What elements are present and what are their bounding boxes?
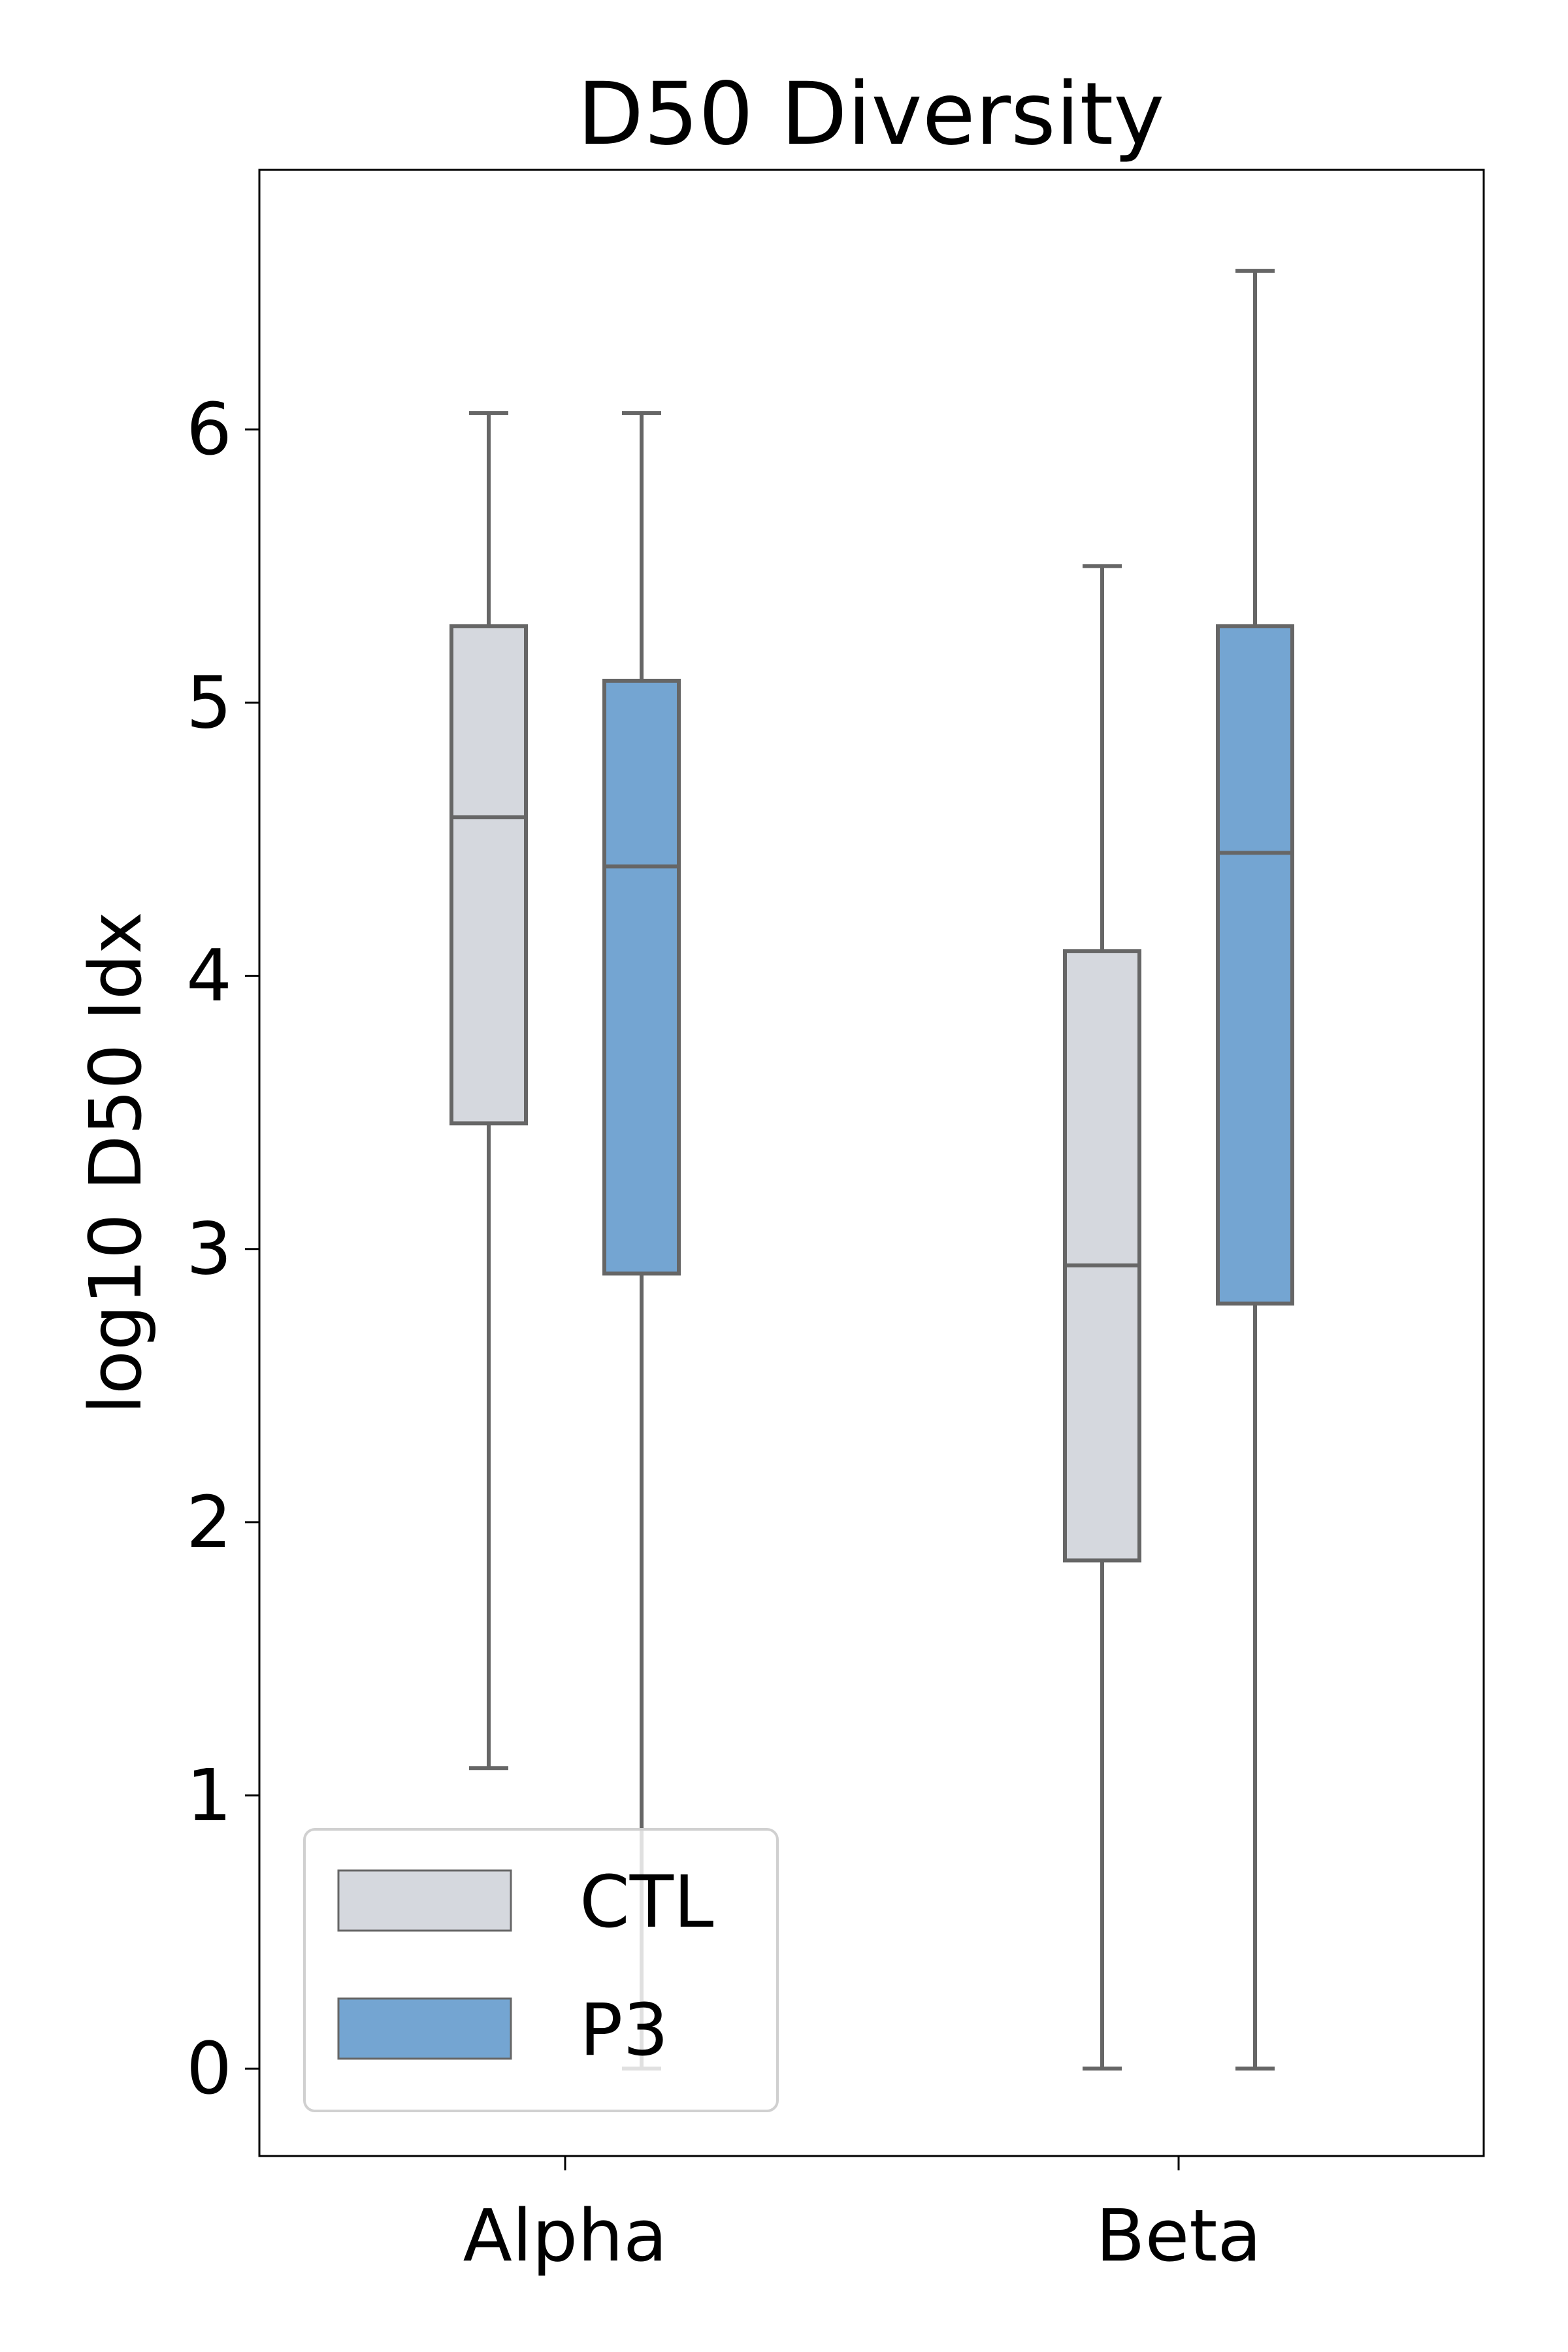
box-p3-alpha xyxy=(602,411,681,2071)
y-tick-label: 3 xyxy=(186,1207,232,1291)
legend: CTL P3 xyxy=(303,1828,779,2112)
x-tick-label: Alpha xyxy=(463,2194,668,2278)
x-axis: Alpha Beta xyxy=(463,2156,1262,2278)
y-axis: 0 1 2 3 4 5 6 xyxy=(186,387,259,2110)
iqr-box xyxy=(1063,949,1141,1563)
legend-label: P3 xyxy=(580,1988,668,2072)
y-tick-label: 2 xyxy=(186,1480,232,1564)
box-ctl-beta xyxy=(1063,564,1141,2071)
legend-swatch xyxy=(337,1869,512,1932)
y-tick-label: 1 xyxy=(186,1754,232,1837)
x-tick-label: Beta xyxy=(1096,2194,1262,2278)
y-tick-label: 4 xyxy=(186,934,232,1018)
boxes-layer xyxy=(449,269,1294,2071)
legend-swatch xyxy=(337,1997,512,2060)
y-axis-label: log10 D50 Idx xyxy=(74,911,157,1414)
box-ctl-alpha xyxy=(449,411,528,1771)
y-tick-label: 5 xyxy=(186,661,232,744)
y-tick-label: 6 xyxy=(186,387,232,471)
iqr-box xyxy=(602,678,681,1276)
iqr-box xyxy=(449,624,528,1126)
box-p3-beta xyxy=(1216,269,1294,2071)
legend-label: CTL xyxy=(580,1860,713,1944)
y-tick-label: 0 xyxy=(186,2027,232,2110)
plot-frame xyxy=(258,169,1485,2157)
iqr-box xyxy=(1216,624,1294,1306)
chart-title: D50 Diversity xyxy=(578,64,1165,165)
